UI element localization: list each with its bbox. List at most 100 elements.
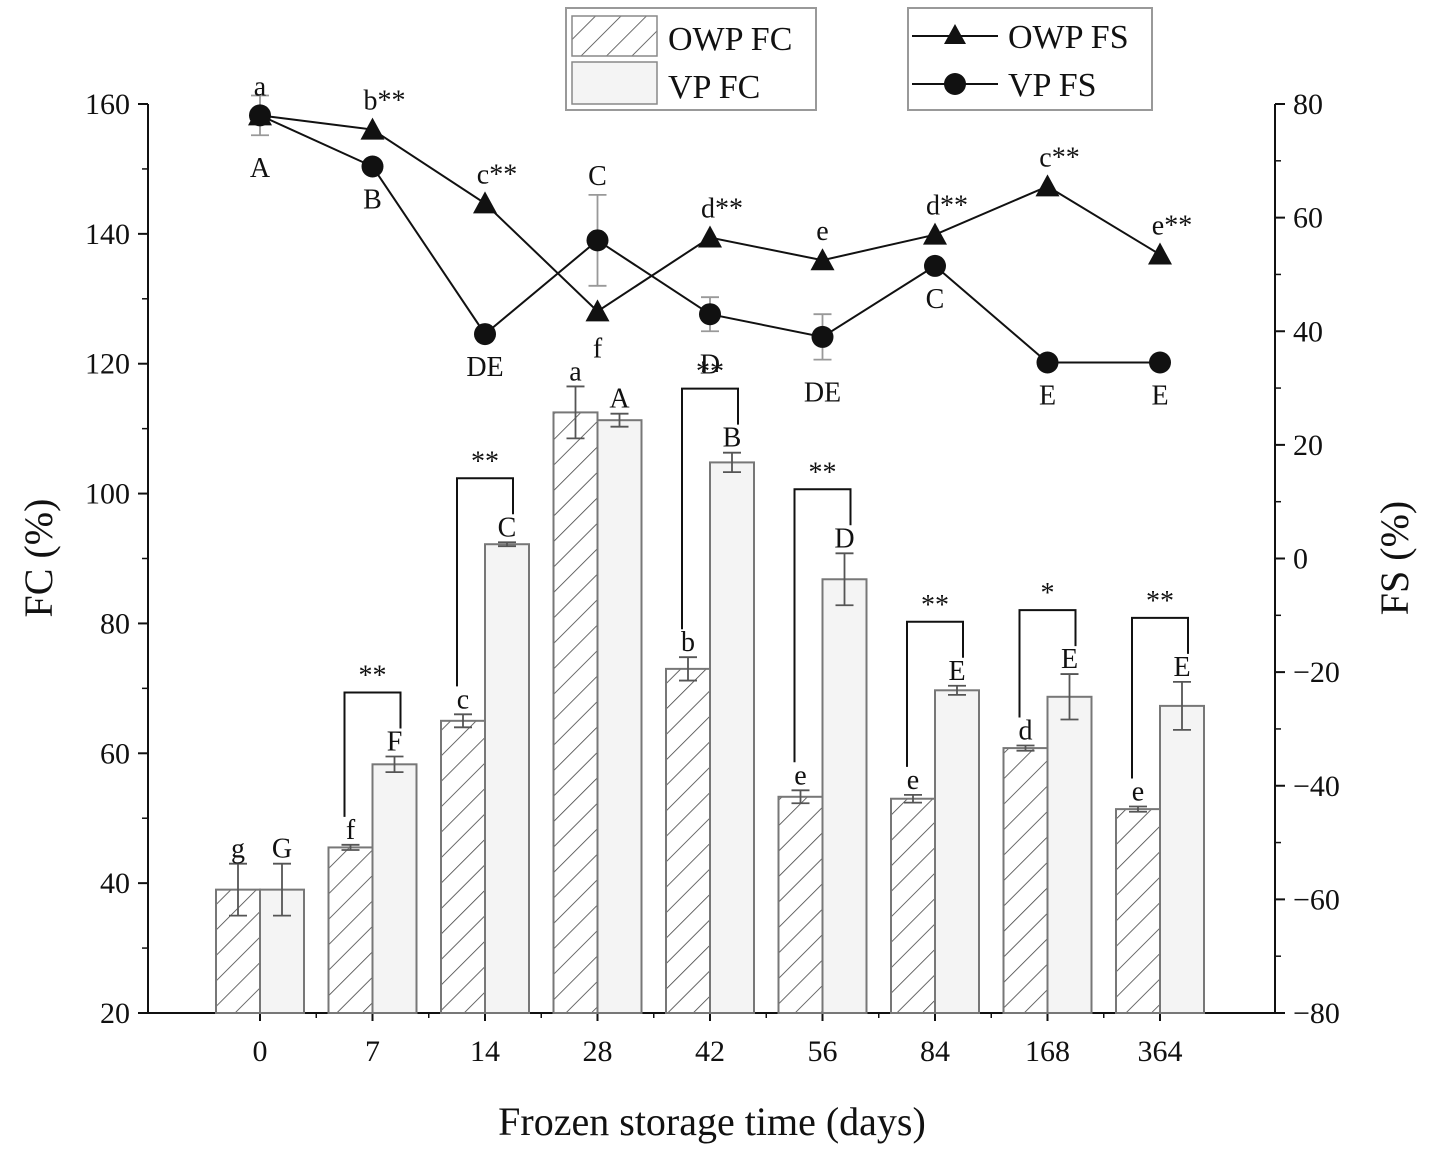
significance-mark: ** [921, 590, 949, 621]
x-tick-label: 56 [808, 1035, 838, 1068]
owp-fc-letter: f [346, 815, 356, 846]
owp-fs-label: d** [701, 194, 743, 225]
vp-fs-point [361, 155, 384, 178]
significance-bracket [906, 620, 964, 767]
owp-fc-bar [440, 719, 486, 1014]
significance-bracket [1131, 616, 1189, 779]
owp-fs-label: e [816, 216, 828, 247]
owp-fs-label: c** [1039, 142, 1079, 173]
significance-bracket [456, 477, 514, 687]
owp-fs-point [585, 299, 610, 322]
vp-fc-bar [821, 578, 868, 1015]
owp-fs-label: e** [1152, 211, 1192, 242]
significance-mark: ** [1146, 586, 1174, 617]
owp-fs-label: c** [477, 159, 517, 190]
x-tick-label: 168 [1025, 1035, 1070, 1068]
vp-fs-label: DE [804, 378, 841, 409]
owp-fc-letter: e [794, 760, 806, 791]
x-tick-label: 0 [253, 1035, 268, 1068]
legend-bars: OWP FC VP FC [565, 7, 817, 111]
y2-axis-title: FS (%) [1372, 501, 1417, 615]
vp-fs-point [1149, 351, 1171, 374]
x-tick-label: 7 [365, 1035, 380, 1068]
y-tick-label: 100 [85, 478, 130, 511]
legend-vp-fs-label: VP FS [1008, 67, 1097, 104]
significance-bracket [681, 387, 739, 630]
vp-fc-bar [934, 689, 980, 1014]
vp-fc-letter: G [272, 834, 292, 865]
owp-fs-point [473, 191, 497, 214]
significance-mark: ** [359, 661, 387, 692]
vp-fs-label: C [926, 284, 945, 315]
owp-fc-bar [1115, 808, 1161, 1014]
y2-tick-label: −80 [1293, 997, 1340, 1030]
vp-fs-label: A [250, 153, 271, 184]
legend-owp-fs-label: OWP FS [1008, 19, 1129, 56]
y2-tick-label: 60 [1293, 202, 1323, 235]
significance-mark: * [1041, 578, 1055, 609]
y-tick-label: 120 [85, 348, 130, 381]
vp-fc-bar [596, 419, 643, 1014]
owp-fs-label: b** [364, 86, 406, 117]
owp-fc-letter: c [457, 684, 469, 715]
y2-tick-label: 0 [1293, 543, 1308, 576]
significance-bracket [1018, 609, 1077, 718]
x-tick-label: 28 [583, 1035, 613, 1068]
vp-fs-point [474, 323, 496, 346]
vp-fc-letter: A [609, 384, 630, 415]
legend-vp-fc-label: VP FC [668, 69, 760, 106]
owp-fc-letter: b [681, 627, 695, 658]
y-axis-title: FC (%) [16, 499, 61, 618]
vp-fc-bar [1159, 704, 1205, 1015]
owp-fc-letter: g [231, 834, 245, 865]
vp-fs-label: DE [466, 352, 503, 383]
x-tick-label: 364 [1138, 1035, 1183, 1068]
vp-fs-point [249, 104, 271, 127]
owp-fs-label: a [254, 71, 267, 102]
vp-fc-letter: E [1173, 652, 1190, 683]
owp-fc-bar [890, 797, 936, 1014]
vp-fs-label: E [1151, 380, 1168, 411]
vp-fc-letter: F [387, 727, 403, 758]
vp-fs-label: E [1039, 380, 1056, 411]
legend-vp-fc-swatch [571, 61, 658, 105]
y2-tick-label: −20 [1293, 656, 1340, 689]
significance-mark: ** [696, 357, 724, 388]
bars-layer [215, 385, 1205, 1015]
vp-fc-letter: D [834, 523, 854, 554]
vp-fs-point [811, 325, 834, 348]
legend-owp-fs-marker [944, 24, 966, 44]
owp-fc-bar [327, 846, 374, 1014]
significance-bracket [793, 488, 852, 763]
y-tick-label: 40 [100, 867, 130, 900]
significance-layer: ********** * ** [343, 357, 1189, 817]
x-axis-title: Frozen storage time (days) [498, 1099, 926, 1144]
x-tick-label: 84 [920, 1035, 950, 1068]
owp-fc-letter: d [1019, 715, 1033, 746]
vp-fc-bar [1046, 695, 1093, 1014]
vp-fs-label: C [588, 161, 607, 192]
vp-fs-point [924, 254, 946, 277]
vp-fc-letter: E [948, 656, 965, 687]
vp-fc-letter: B [723, 423, 742, 454]
y2-tick-label: −40 [1293, 770, 1340, 803]
owp-fs-point [1148, 242, 1172, 265]
legend-owp-fc-label: OWP FC [668, 21, 792, 58]
owp-fc-letter: a [569, 356, 582, 387]
owp-fc-bar [552, 411, 599, 1014]
x-tick-label: 14 [470, 1035, 500, 1068]
owp-fc-bar [665, 667, 711, 1015]
legend-lines-frame [907, 7, 1153, 111]
vp-fc-letter: C [498, 512, 517, 543]
vp-fs-point [699, 303, 721, 326]
owp-fc-bar [1002, 747, 1049, 1014]
owp-fs-point [923, 222, 947, 245]
y-tick-label: 20 [100, 997, 130, 1030]
y-tick-label: 80 [100, 607, 130, 640]
vp-fs-point [1036, 351, 1059, 374]
y-tick-label: 160 [85, 88, 130, 121]
owp-fs-label: f [593, 333, 603, 364]
owp-fc-letter: e [1132, 777, 1144, 808]
owp-fs-point [1035, 174, 1060, 197]
